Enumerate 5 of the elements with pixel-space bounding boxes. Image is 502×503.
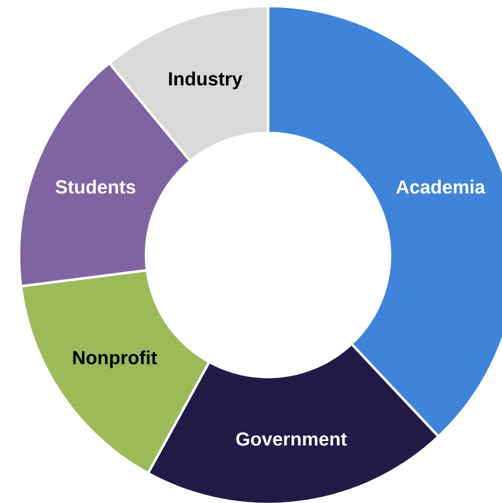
slice-label: Industry xyxy=(169,72,242,90)
slice-label: Nonprofit xyxy=(73,350,157,368)
slice-label: Academia xyxy=(396,180,486,194)
slice-label: Government xyxy=(236,432,347,446)
slice-label: Students xyxy=(56,180,136,194)
